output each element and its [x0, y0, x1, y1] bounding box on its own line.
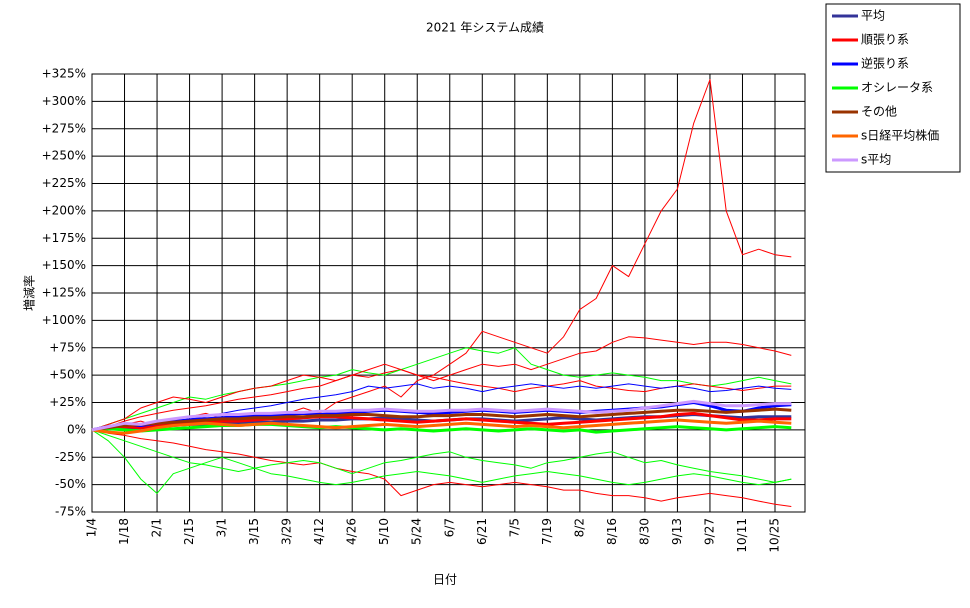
series-line [91, 347, 792, 431]
legend-label: s日経平均株価 [861, 128, 939, 143]
y-tick-label: +325% [42, 67, 86, 81]
y-tick-label: +125% [42, 286, 86, 300]
legend-label: 逆張り系 [861, 56, 909, 71]
x-tick-label: 2/15 [182, 518, 196, 545]
x-tick-label: 4/12 [312, 518, 326, 545]
x-axis-label: 日付 [433, 573, 457, 587]
y-tick-label: +100% [42, 313, 86, 327]
x-tick-label: 1/4 [85, 518, 99, 537]
x-tick-label: 9/13 [670, 518, 684, 545]
legend-label: s平均 [861, 153, 891, 167]
y-tick-label: -25% [55, 450, 86, 464]
x-tick-label: 8/30 [637, 518, 651, 545]
series-line [91, 418, 792, 435]
x-tick-label: 3/1 [215, 518, 229, 537]
legend-label: その他 [861, 105, 897, 119]
legend-label: 順張り系 [861, 33, 909, 47]
series-line [91, 429, 792, 494]
legend-label: オシレータ系 [861, 81, 933, 95]
x-tick-label: 7/5 [507, 518, 521, 537]
series-line [91, 336, 792, 431]
y-tick-label: +200% [42, 203, 86, 217]
x-tick-label: 7/19 [540, 518, 554, 545]
y-tick-label: -50% [55, 477, 86, 491]
x-tick-label: 10/11 [735, 518, 749, 553]
y-tick-label: +175% [42, 231, 86, 245]
y-tick-label: +300% [42, 94, 86, 108]
x-tick-label: 5/24 [410, 518, 424, 545]
y-tick-label: +50% [49, 368, 86, 382]
series-line [91, 422, 792, 434]
series-line [91, 399, 792, 432]
x-tick-label: 10/25 [768, 518, 782, 553]
x-tick-label: 8/16 [605, 518, 619, 545]
y-tick-label: +250% [42, 149, 86, 163]
legend-label: 平均 [861, 9, 885, 23]
x-tick-label: 8/2 [572, 518, 586, 537]
series-line [91, 429, 792, 486]
series-line [91, 407, 792, 432]
chart-title: 2021 年システム成績 [426, 21, 544, 35]
y-axis-label: 増減率 [22, 275, 37, 311]
y-tick-label: +225% [42, 176, 86, 190]
x-tick-label: 4/26 [345, 518, 359, 545]
x-tick-label: 6/21 [475, 518, 489, 545]
x-tick-label: 2/1 [150, 518, 164, 537]
series-line [91, 429, 792, 507]
y-tick-label: +25% [49, 395, 86, 409]
x-tick-label: 1/18 [117, 518, 131, 545]
y-tick-label: -75% [55, 505, 86, 519]
x-tick-label: 3/15 [247, 518, 261, 545]
y-tick-label: +75% [49, 340, 86, 354]
x-tick-label: 6/7 [442, 518, 456, 537]
x-tick-label: 9/27 [702, 518, 716, 545]
x-tick-label: 3/29 [280, 518, 294, 545]
y-tick-label: +150% [42, 258, 86, 272]
y-tick-label: 0% [67, 422, 86, 436]
x-tick-label: 5/10 [377, 518, 391, 545]
y-tick-label: +275% [42, 121, 86, 135]
